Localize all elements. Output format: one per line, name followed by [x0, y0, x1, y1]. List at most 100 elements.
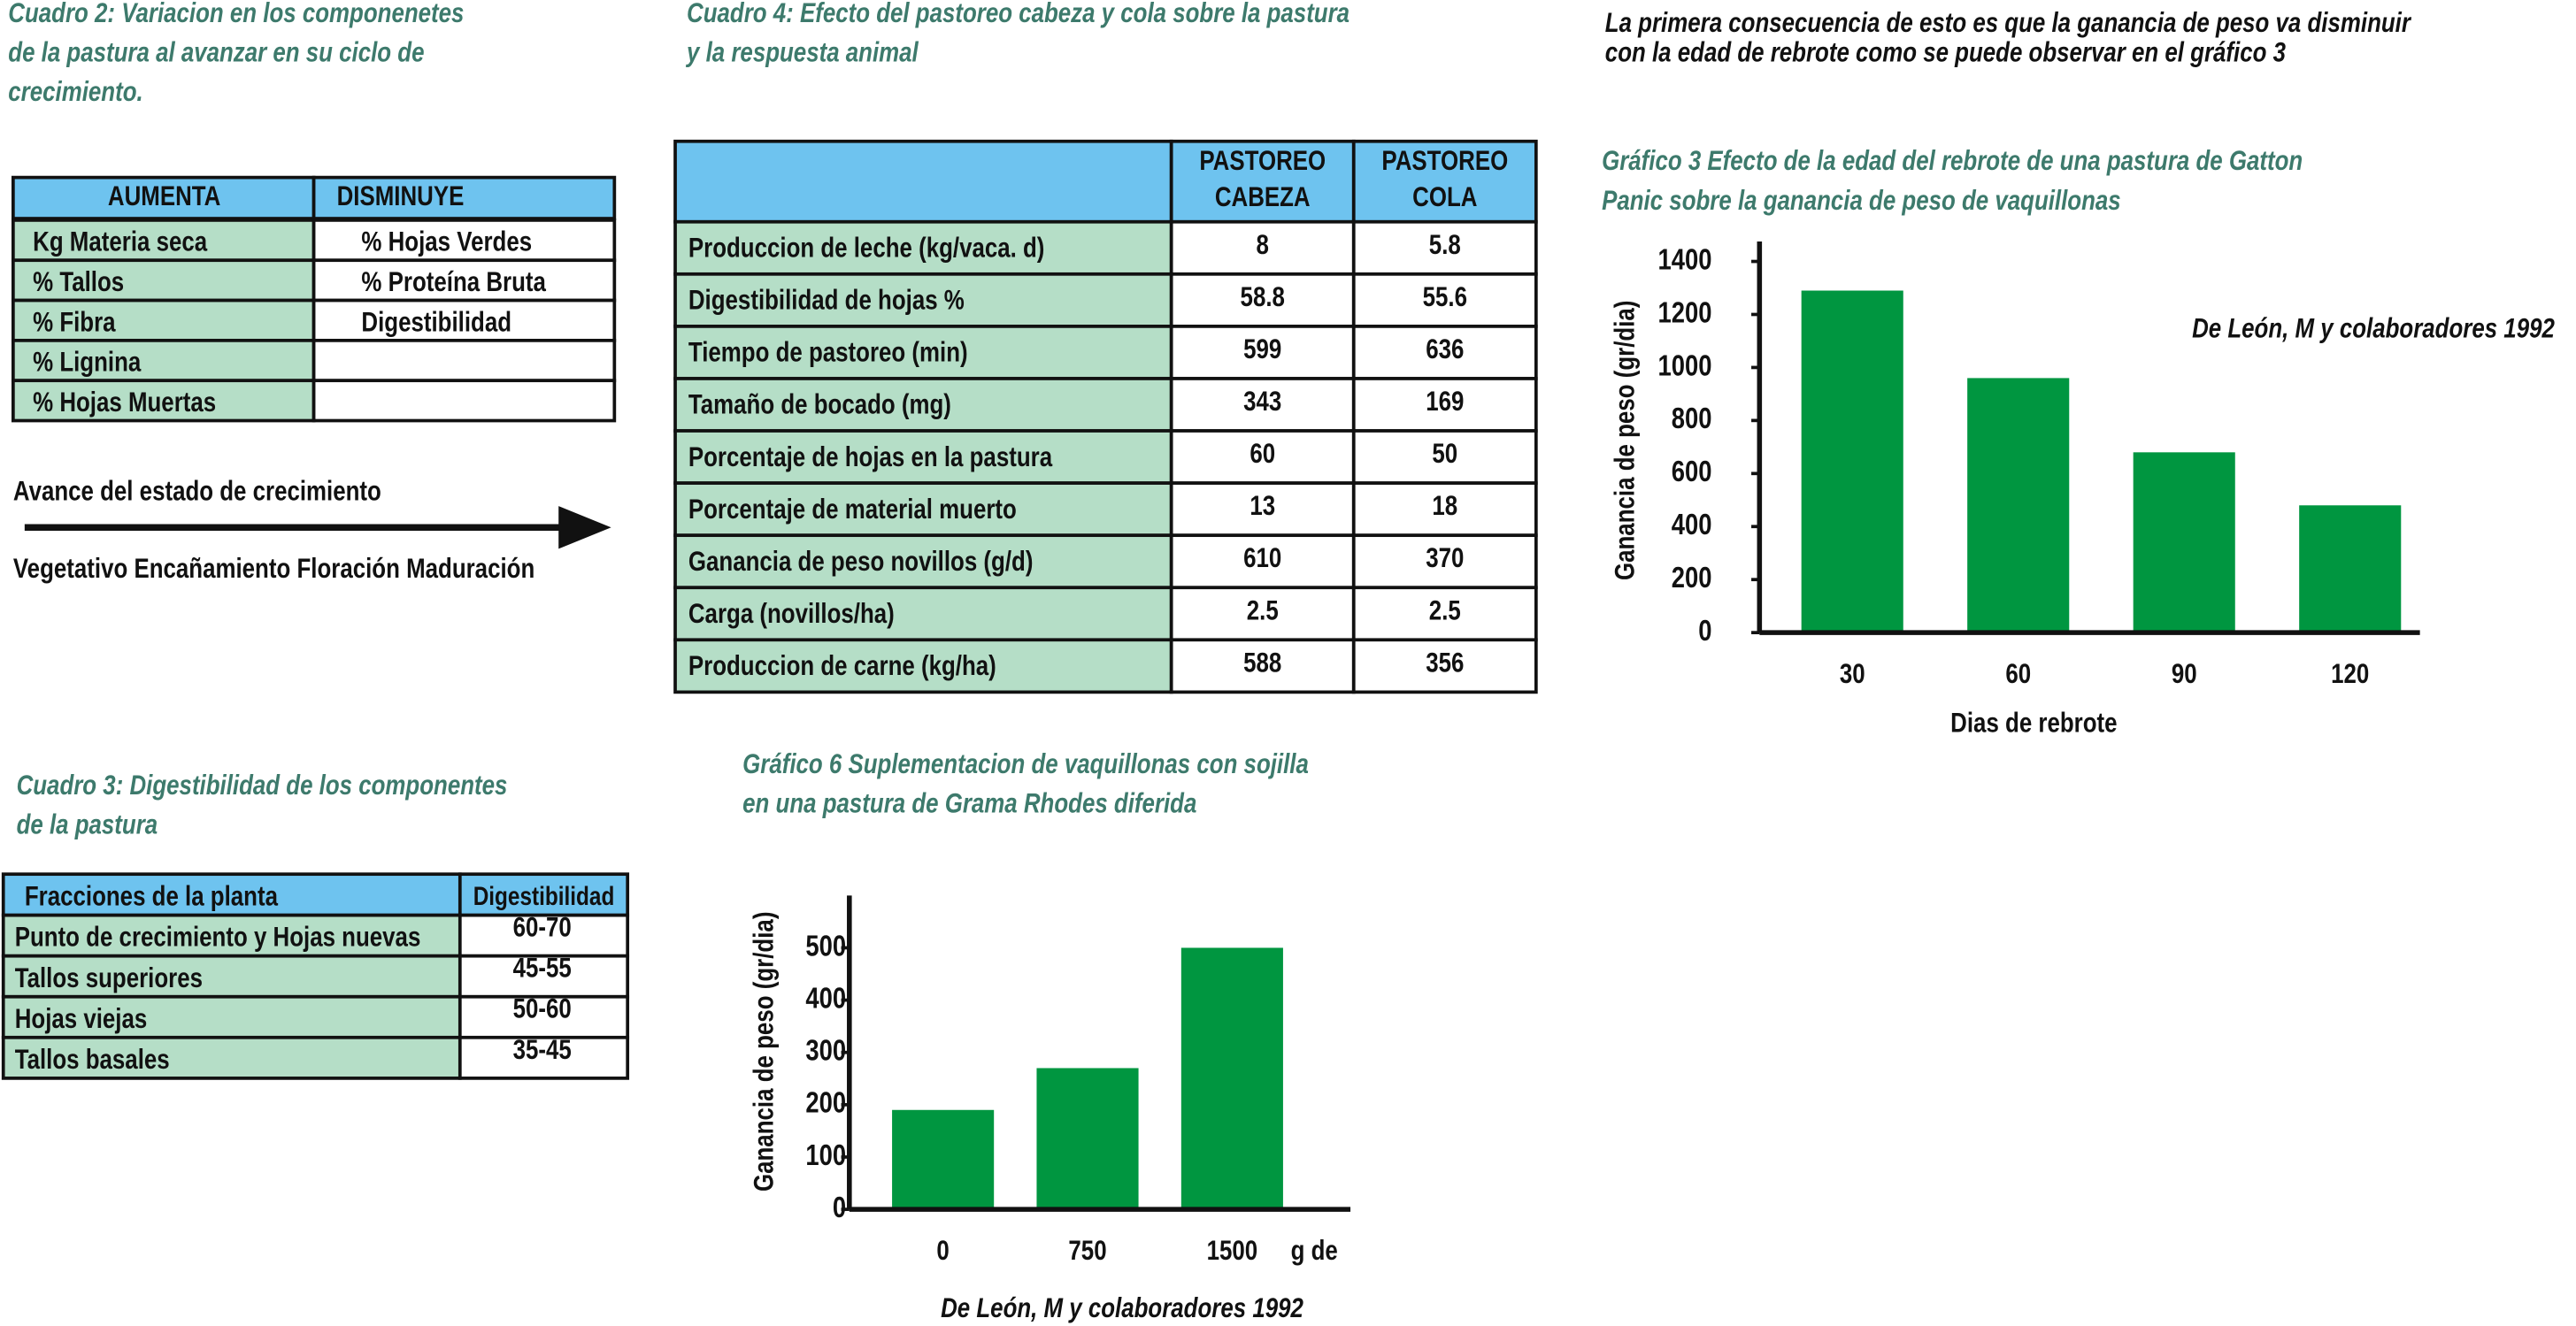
header-cell-text: Digestibilidad: [473, 881, 615, 911]
section-title: La primera consecuencia de esto es que l…: [1605, 8, 2412, 39]
table-cell: [1, 872, 462, 917]
section-title: Cuadro 3: Digestibilidad de los componen…: [17, 770, 508, 801]
y-tick-label: 1000: [1658, 349, 1712, 382]
cell-text: Punto de crecimiento y Hojas nuevas: [15, 922, 421, 953]
cell-text: 2.5: [1247, 595, 1279, 626]
y-tick-label: 200: [805, 1086, 846, 1119]
bar: [2299, 505, 2402, 633]
header-cell-text: AUMENTA: [108, 181, 221, 212]
x-tick-label: 60: [2005, 658, 2031, 689]
chart-title: Gráfico 6 Suplementacion de vaquillonas …: [742, 749, 1309, 780]
bar: [1801, 290, 1903, 633]
table-cell: [1351, 638, 1538, 694]
growth-stages: Vegetativo Encañamiento Floración Madura…: [13, 554, 534, 585]
header-cell-text: PASTOREO: [1199, 146, 1326, 177]
chart-title: Gráfico 3 Efecto de la edad del rebrote …: [1602, 146, 2303, 177]
section-title: con la edad de rebrote como se puede obs…: [1605, 37, 2286, 68]
bar: [1180, 947, 1283, 1210]
table-cell: [458, 872, 630, 917]
header-cell-text: DISMINUYE: [337, 181, 465, 212]
table-cell: [311, 339, 617, 383]
y-tick-label: 0: [833, 1191, 846, 1223]
cell-text: 636: [1426, 334, 1464, 365]
section-title: de la pastura: [17, 809, 158, 840]
cell-text: 370: [1426, 543, 1464, 574]
table-cell: [311, 379, 617, 423]
cell-text: 58.8: [1241, 282, 1285, 313]
table-cell: [311, 175, 617, 220]
header-cell-text: COLA: [1412, 182, 1477, 213]
cell-text: Carga (novillos/ha): [688, 599, 895, 630]
cell-text: 55.6: [1423, 282, 1467, 313]
y-tick-label: 200: [1672, 561, 1712, 594]
cell-text: Produccion de carne (kg/ha): [688, 651, 996, 682]
table-cell: [458, 913, 630, 958]
source-note: De León, M y colaboradores 1992: [2192, 313, 2555, 344]
table-cell: [1351, 533, 1538, 590]
table-cell: [1, 1035, 462, 1080]
cell-text: 50: [1432, 439, 1457, 470]
cell-text: 60: [1250, 439, 1275, 470]
bar: [892, 1109, 995, 1210]
x-tick-label: 120: [2331, 658, 2369, 689]
chart-title: en una pastura de Grama Rhodes diferida: [742, 788, 1196, 819]
table-cell: [311, 298, 617, 342]
y-axis-title: Ganancia de peso (gr/dia): [1610, 301, 1641, 580]
cell-text: % Tallos: [33, 267, 124, 298]
cell-text: 343: [1243, 387, 1281, 418]
y-tick-label: 1200: [1658, 296, 1712, 329]
cell-text: 8: [1257, 229, 1269, 260]
cell-text: 13: [1250, 491, 1275, 522]
table-cell: [1351, 272, 1538, 328]
y-tick-label: 400: [1672, 509, 1712, 541]
table-cell: [1351, 377, 1538, 433]
table-cell: [1169, 638, 1356, 694]
cell-text: 45-55: [513, 953, 572, 984]
y-tick-label: 500: [805, 930, 846, 962]
table-cell: [673, 272, 1173, 328]
table-cell: [1351, 586, 1538, 642]
x-axis-title: Dias de rebrote: [1950, 708, 2117, 739]
table-cell: [1351, 325, 1538, 380]
cell-text: Digestibilidad: [361, 307, 511, 338]
table-cell: [673, 325, 1173, 380]
section-title: y la respuesta animal: [685, 37, 919, 68]
cell-text: % Lignina: [33, 347, 142, 378]
cell-text: Hojas viejas: [15, 1004, 148, 1035]
cell-text: % Hojas Verdes: [361, 226, 532, 257]
cell-text: 169: [1426, 387, 1464, 418]
x-tick-label: 90: [2172, 658, 2197, 689]
x-axis-unit: g de: [1291, 1235, 1338, 1266]
cell-text: Tallos basales: [15, 1045, 170, 1076]
bar: [2133, 452, 2235, 633]
y-tick-label: 0: [1698, 614, 1711, 647]
cell-text: 2.5: [1429, 595, 1461, 626]
section-title: Cuadro 2: Variacion en los componenetes: [8, 0, 464, 29]
section-title: crecimiento.: [8, 77, 142, 108]
section-title: Cuadro 4: Efecto del pastoreo cabeza y c…: [687, 0, 1350, 29]
table-cell: [458, 1035, 630, 1080]
x-tick-label: 30: [1840, 658, 1865, 689]
table-cell: [1169, 325, 1356, 380]
table-cell: [11, 339, 316, 383]
table-cell: [458, 994, 630, 1039]
cell-text: Tiempo de pastoreo (min): [688, 337, 968, 368]
cell-text: Porcentaje de material muerto: [688, 494, 1017, 525]
y-axis-title: Ganancia de peso (gr/dia): [749, 912, 780, 1192]
cell-text: 18: [1432, 491, 1457, 522]
cell-text: 50-60: [513, 993, 572, 1024]
growth-arrow-head: [558, 506, 611, 549]
chart-title: Panic sobre la ganancia de peso de vaqui…: [1602, 185, 2121, 216]
x-tick-label: 750: [1068, 1235, 1106, 1266]
cell-text: 599: [1243, 334, 1281, 365]
cell-text: 35-45: [513, 1034, 572, 1065]
source-note: De León, M y colaboradores 1992: [941, 1292, 1303, 1323]
bar: [1036, 1068, 1139, 1210]
table-cell: [1351, 219, 1538, 276]
x-tick-label: 1500: [1207, 1235, 1258, 1266]
table-cell: [673, 638, 1173, 694]
y-tick-label: 600: [1672, 456, 1712, 488]
header-cell-text: PASTOREO: [1381, 146, 1508, 177]
